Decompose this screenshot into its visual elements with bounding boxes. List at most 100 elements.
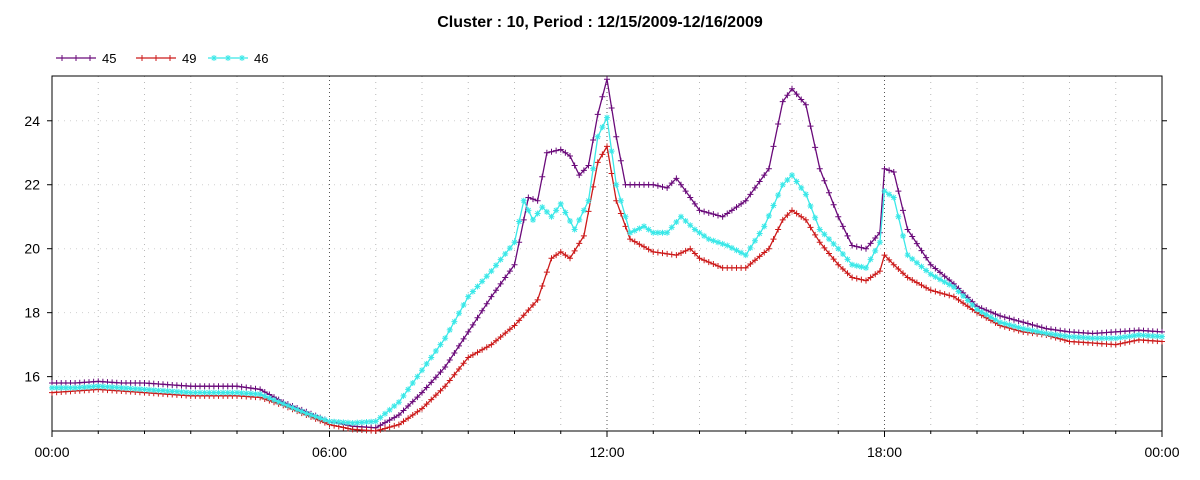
data-point [955,296,962,303]
data-point [391,403,398,410]
data-point [770,143,777,150]
data-point [599,124,606,131]
data-point [1131,332,1138,339]
data-point [696,229,703,236]
data-point [992,316,999,323]
data-point [197,389,203,396]
data-point [858,276,865,283]
data-point [229,389,236,396]
data-point [742,264,749,271]
data-point [405,415,412,422]
data-point [798,213,805,220]
legend-label: 46 [254,51,268,66]
data-point [506,326,513,333]
data-point [904,252,911,259]
data-point [678,213,684,220]
data-point [53,384,60,391]
data-point [252,385,259,392]
data-point [562,209,569,216]
data-point [183,389,190,396]
data-point [553,147,560,154]
data-point [391,414,398,421]
data-point [1011,323,1017,330]
data-point [451,349,458,356]
data-point [687,245,694,252]
data-point [326,418,333,425]
data-point [881,165,888,172]
data-point [164,388,171,395]
data-point [395,399,402,406]
data-point [779,181,786,188]
data-point [1034,328,1041,335]
data-point [428,379,435,386]
data-point [839,265,846,272]
data-point [668,251,675,258]
data-point [585,197,592,204]
data-point [1006,315,1013,322]
data-point [594,111,601,118]
series-49 [49,143,1165,434]
data-point [876,239,883,246]
data-point [654,182,661,189]
data-point [123,385,129,392]
data-point [844,270,851,277]
y-tick-label: 20 [24,241,40,257]
data-point [895,265,902,272]
data-point [386,424,393,431]
data-point [460,301,467,308]
data-point [173,388,180,395]
data-point [590,165,597,172]
data-point [465,328,472,335]
data-point [710,211,717,218]
data-point [548,255,555,262]
legend-label: 45 [102,51,116,66]
data-point [932,273,939,280]
data-point [391,422,398,429]
data-point [960,293,967,300]
data-point [298,408,305,415]
data-point [1034,323,1041,330]
data-point [599,151,606,158]
data-point [886,191,893,198]
data-point [141,386,148,393]
y-tick-labels: 16 18 20 22 24 [24,113,40,385]
data-point [414,408,421,415]
data-point [49,384,55,391]
data-point [580,167,587,174]
data-point [784,176,791,183]
data-point [534,296,541,303]
data-point [853,262,860,269]
data-point [701,232,708,239]
data-point [696,255,703,262]
data-point [493,287,499,294]
data-point [900,232,906,239]
data-point [146,386,153,393]
data-point [543,149,550,156]
data-point [983,311,990,318]
data-point [617,197,624,204]
data-point [617,157,624,164]
data-point [835,261,842,268]
data-point [465,354,472,361]
x-tick-label: 06:00 [312,444,347,460]
data-point [474,349,481,356]
data-point [608,148,615,155]
data-point [1071,333,1078,340]
data-point [349,420,356,427]
data-point [252,390,259,397]
data-point [789,172,795,179]
data-point [567,217,573,224]
data-point [442,364,449,371]
data-point [863,277,869,284]
data-point [641,223,647,230]
data-point [830,240,837,247]
data-point [678,181,684,188]
data-point [599,93,606,100]
series-layer [49,76,1165,434]
data-point [409,398,416,405]
data-point [650,248,657,255]
data-point [927,271,934,278]
data-point [1038,329,1045,336]
data-point [867,256,874,263]
data-point [497,280,504,287]
